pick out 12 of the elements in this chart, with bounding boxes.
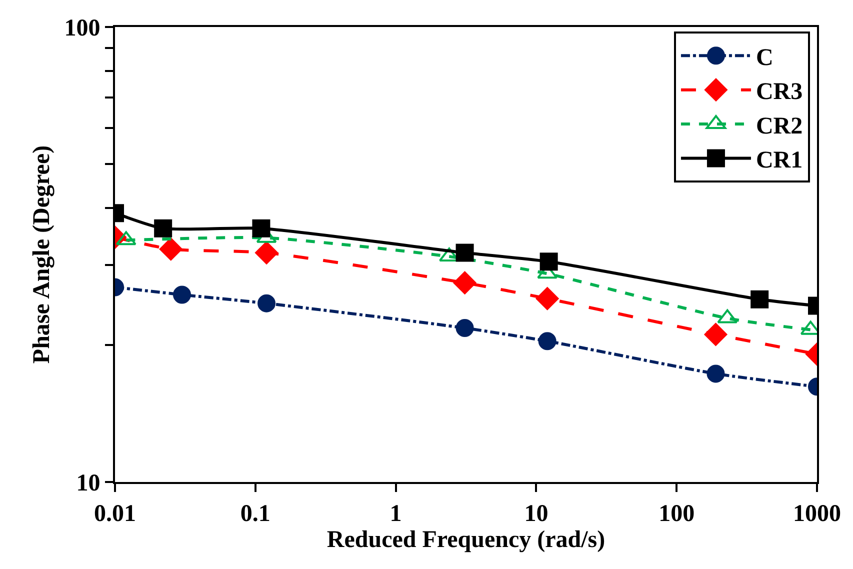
x-tick-label: 0.1 xyxy=(240,500,270,527)
legend-label: C xyxy=(756,45,774,72)
x-tick-label: 1000 xyxy=(793,500,841,527)
x-tick-label: 10 xyxy=(524,500,548,527)
legend-label: CR3 xyxy=(756,79,803,106)
legend-label: CR1 xyxy=(756,148,803,174)
x-tick-label: 1 xyxy=(390,500,402,527)
legend-label: CR2 xyxy=(756,113,803,140)
x-tick-label: 100 xyxy=(658,500,695,527)
x-axis-title: Reduced Frequency (rad/s) xyxy=(326,526,606,553)
x-tick-label: 0.01 xyxy=(94,500,136,527)
y-axis-title: Phase Angle (Degree) xyxy=(28,145,55,364)
